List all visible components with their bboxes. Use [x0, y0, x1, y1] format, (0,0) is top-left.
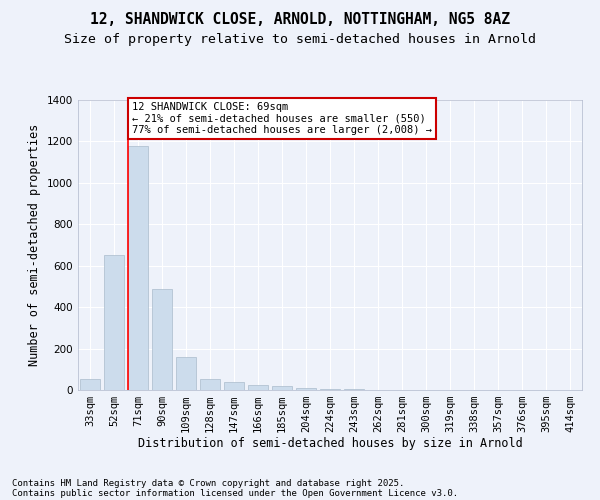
Text: 12 SHANDWICK CLOSE: 69sqm
← 21% of semi-detached houses are smaller (550)
77% of: 12 SHANDWICK CLOSE: 69sqm ← 21% of semi-…	[132, 102, 432, 136]
Text: Contains public sector information licensed under the Open Government Licence v3: Contains public sector information licen…	[12, 488, 458, 498]
Text: Size of property relative to semi-detached houses in Arnold: Size of property relative to semi-detach…	[64, 32, 536, 46]
Bar	[80, 378, 100, 390]
Bar	[104, 256, 124, 390]
Bar	[224, 382, 244, 390]
Text: 12, SHANDWICK CLOSE, ARNOLD, NOTTINGHAM, NG5 8AZ: 12, SHANDWICK CLOSE, ARNOLD, NOTTINGHAM,…	[90, 12, 510, 28]
Bar	[296, 388, 316, 390]
Y-axis label: Number of semi-detached properties: Number of semi-detached properties	[28, 124, 41, 366]
X-axis label: Distribution of semi-detached houses by size in Arnold: Distribution of semi-detached houses by …	[137, 436, 523, 450]
Bar	[152, 288, 172, 390]
Text: Contains HM Land Registry data © Crown copyright and database right 2025.: Contains HM Land Registry data © Crown c…	[12, 478, 404, 488]
Bar	[320, 389, 340, 390]
Bar	[272, 386, 292, 390]
Bar	[176, 357, 196, 390]
Bar	[200, 378, 220, 390]
Bar	[248, 385, 268, 390]
Bar	[128, 146, 148, 390]
